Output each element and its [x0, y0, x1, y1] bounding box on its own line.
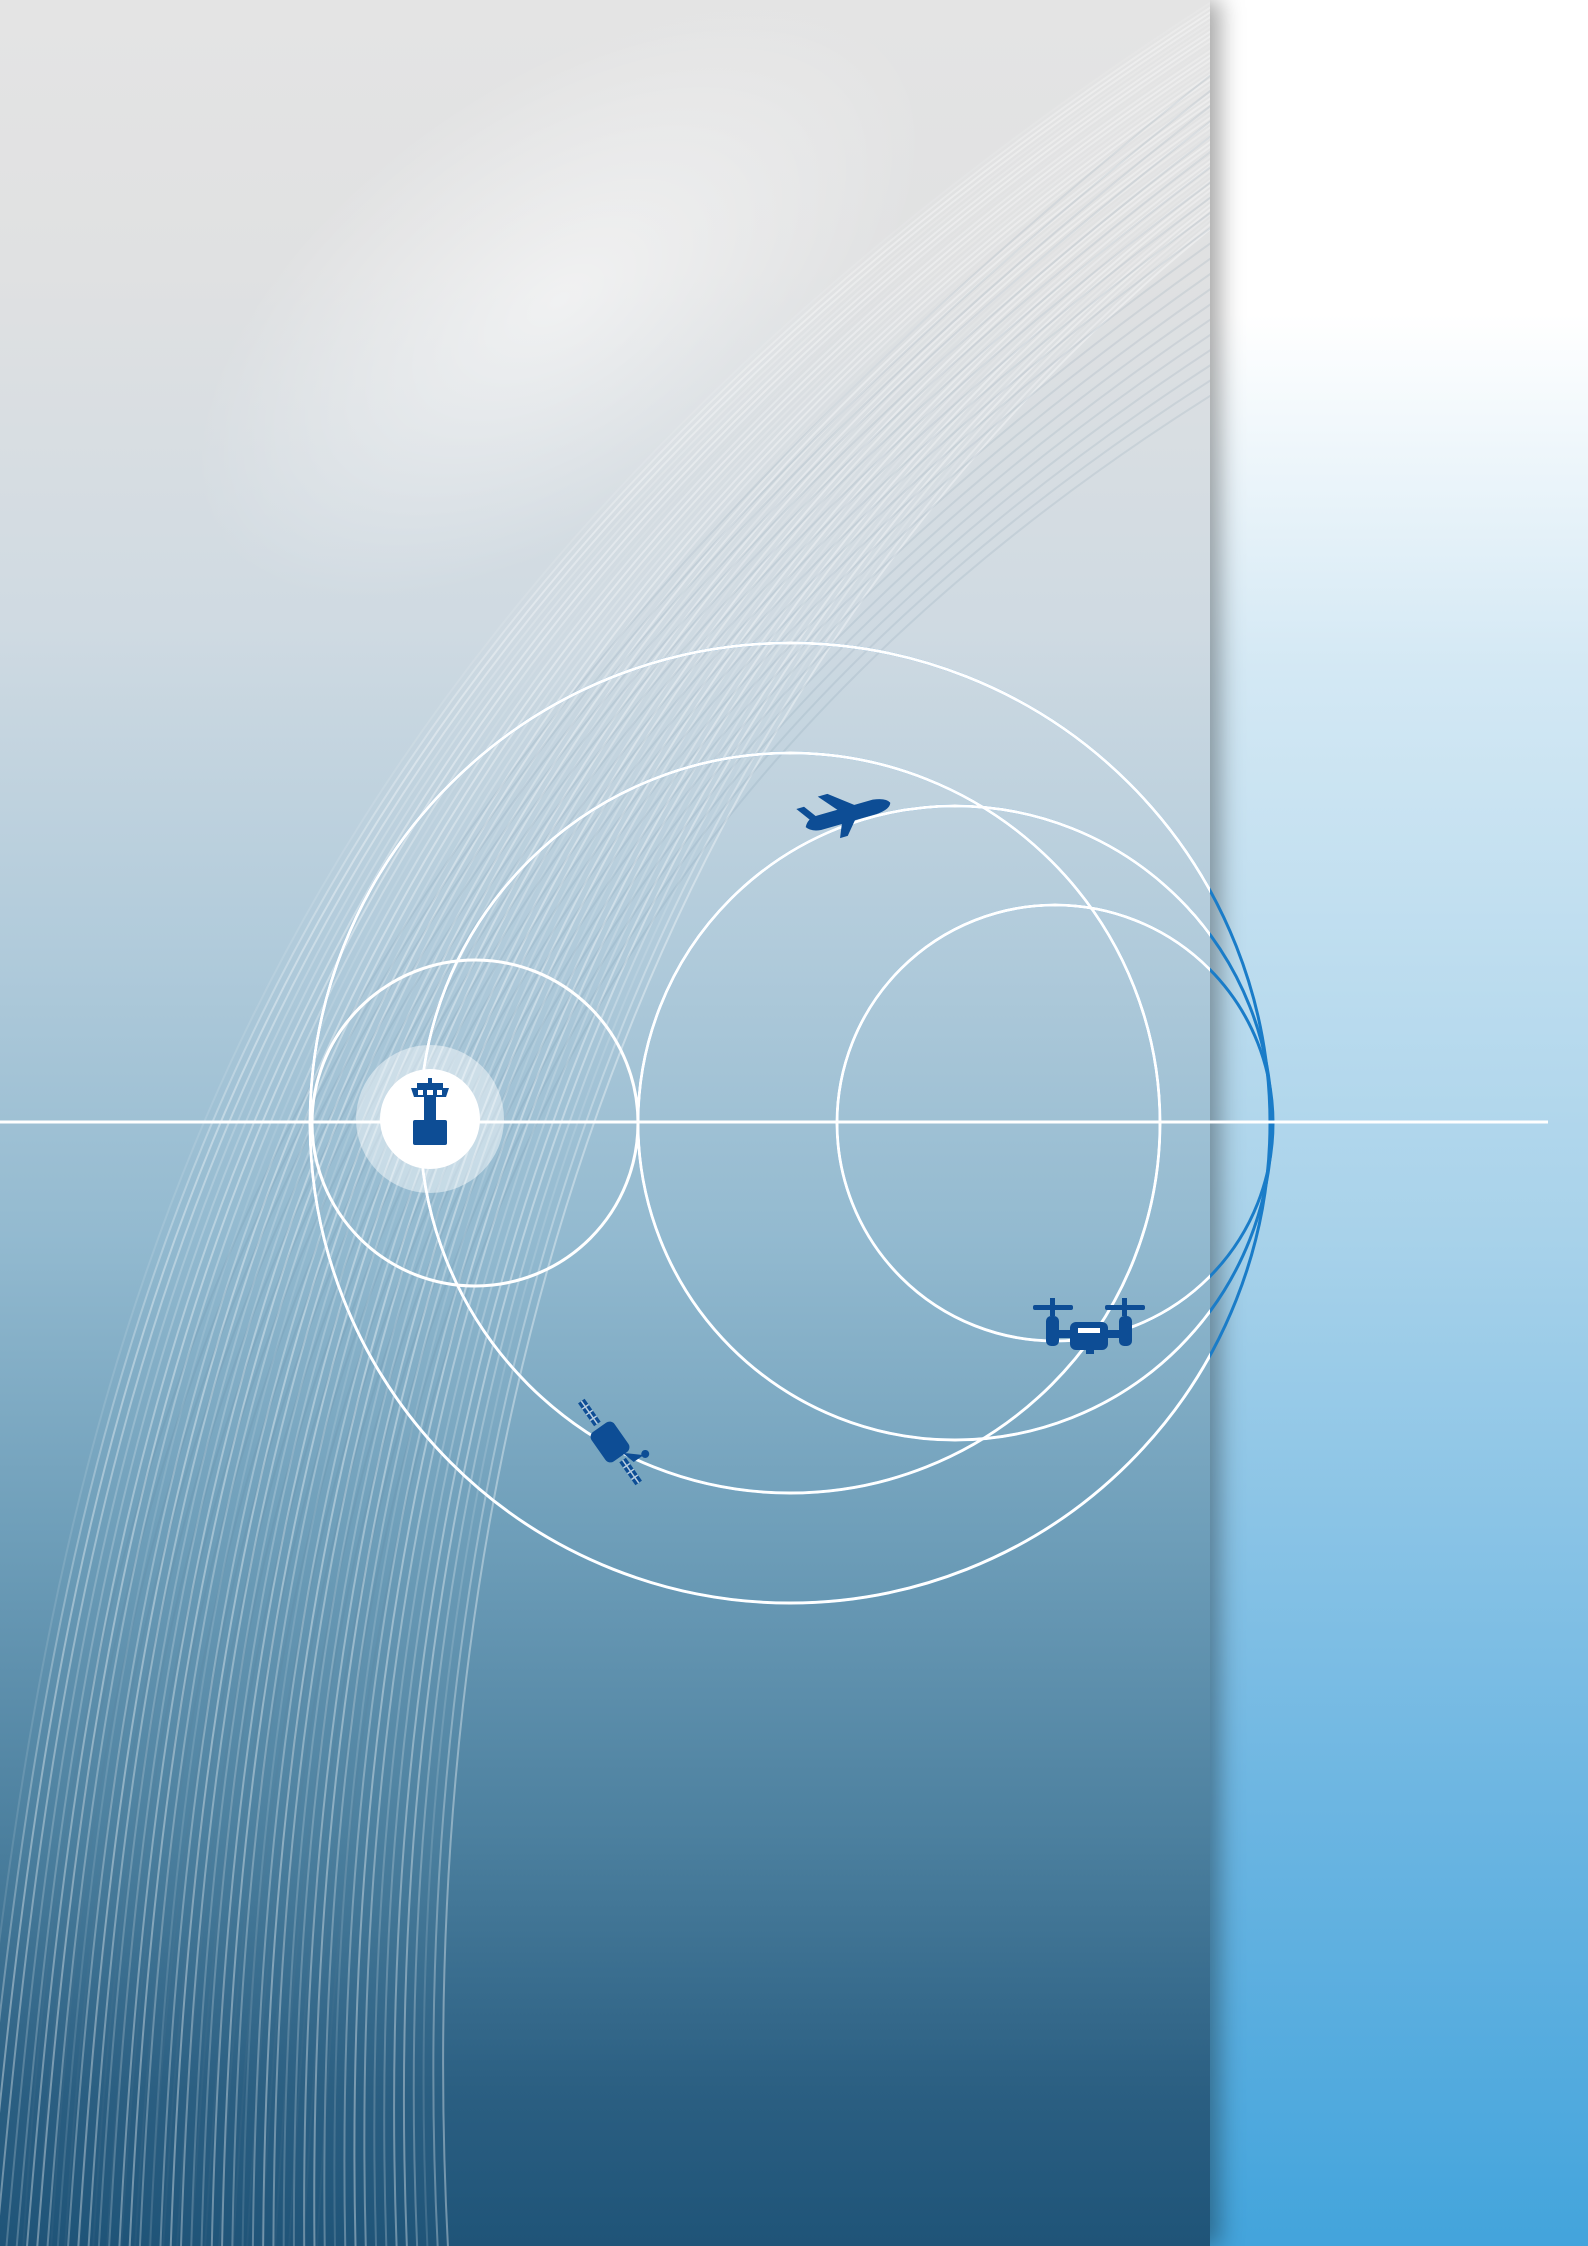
wave-lines-decoration	[22, 0, 1210, 2246]
cover-panel	[0, 0, 1210, 2246]
